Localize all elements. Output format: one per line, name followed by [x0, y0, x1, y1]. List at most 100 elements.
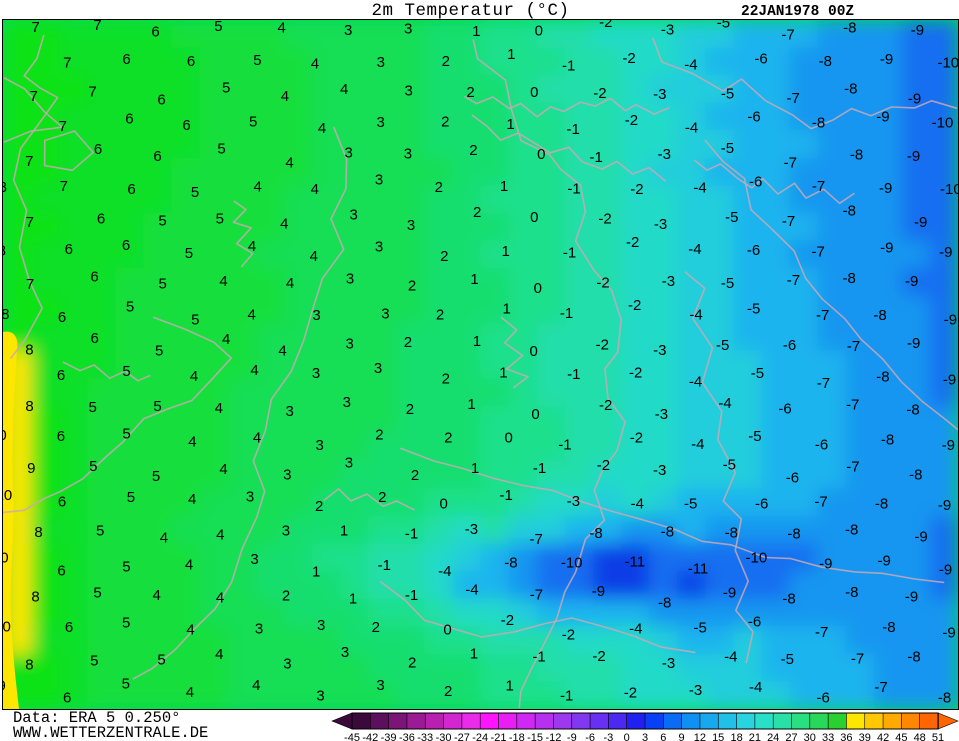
svg-text:-3: -3	[654, 216, 667, 233]
svg-text:5: 5	[96, 523, 104, 540]
svg-text:6: 6	[97, 210, 105, 227]
svg-text:-8: -8	[782, 591, 795, 608]
svg-text:-9: -9	[939, 244, 952, 261]
svg-text:-8: -8	[787, 525, 800, 542]
svg-text:-2: -2	[599, 397, 612, 414]
svg-text:-18: -18	[509, 732, 525, 741]
svg-text:-3: -3	[653, 342, 666, 359]
svg-text:-7: -7	[874, 679, 887, 696]
svg-text:-24: -24	[472, 732, 488, 741]
svg-text:10: 10	[3, 618, 11, 635]
svg-text:-2: -2	[630, 181, 643, 198]
svg-text:7: 7	[31, 20, 39, 36]
svg-text:-7: -7	[815, 624, 828, 641]
svg-text:-2: -2	[593, 85, 606, 102]
svg-text:3: 3	[246, 489, 254, 506]
svg-text:-4: -4	[438, 563, 451, 580]
svg-text:-2: -2	[596, 274, 609, 291]
svg-text:-3: -3	[689, 682, 702, 699]
svg-text:-6: -6	[815, 436, 828, 453]
svg-text:2: 2	[442, 53, 450, 70]
svg-text:2: 2	[466, 84, 474, 101]
svg-text:-2: -2	[598, 211, 611, 228]
svg-text:5: 5	[93, 584, 101, 601]
svg-text:-2: -2	[562, 626, 575, 643]
svg-text:-7: -7	[812, 178, 825, 195]
svg-text:3: 3	[407, 217, 415, 234]
svg-text:-39: -39	[381, 732, 397, 741]
svg-text:-5: -5	[781, 651, 794, 668]
svg-text:-1: -1	[533, 460, 546, 477]
svg-text:3: 3	[346, 271, 354, 288]
svg-text:-15: -15	[527, 732, 543, 741]
svg-text:1: 1	[349, 591, 357, 608]
svg-text:-8: -8	[845, 521, 858, 538]
svg-text:3: 3	[312, 365, 320, 382]
svg-text:-2: -2	[622, 50, 635, 67]
svg-text:-5: -5	[723, 457, 736, 474]
svg-text:-8: -8	[873, 307, 886, 324]
svg-text:-7: -7	[787, 272, 800, 289]
svg-text:5: 5	[217, 141, 225, 158]
svg-text:8: 8	[34, 524, 42, 541]
svg-text:3: 3	[346, 336, 354, 353]
svg-text:1: 1	[312, 564, 320, 581]
svg-text:51: 51	[932, 732, 944, 741]
svg-text:4: 4	[318, 120, 326, 137]
svg-text:-45: -45	[344, 732, 360, 741]
svg-text:4: 4	[153, 587, 161, 604]
svg-text:-4: -4	[629, 621, 642, 638]
svg-text:4: 4	[188, 433, 196, 450]
svg-text:-1: -1	[562, 58, 575, 75]
svg-text:-5: -5	[684, 496, 697, 513]
svg-text:-1: -1	[405, 526, 418, 543]
svg-text:9: 9	[27, 460, 35, 477]
svg-text:-6: -6	[786, 469, 799, 486]
svg-text:-6: -6	[755, 496, 768, 513]
svg-text:-1: -1	[532, 649, 545, 666]
svg-text:-6: -6	[747, 109, 760, 126]
svg-text:42: 42	[877, 732, 889, 741]
svg-text:-5: -5	[725, 209, 738, 226]
svg-text:4: 4	[219, 461, 227, 478]
svg-text:-5: -5	[716, 337, 729, 354]
svg-text:-2: -2	[592, 648, 605, 665]
svg-text:5: 5	[191, 312, 199, 329]
svg-text:-9: -9	[942, 437, 955, 454]
svg-text:5: 5	[155, 343, 163, 360]
svg-text:5: 5	[90, 653, 98, 670]
svg-text:2: 2	[441, 114, 449, 131]
svg-text:4: 4	[311, 181, 319, 198]
svg-text:4: 4	[278, 20, 286, 36]
svg-text:-4: -4	[465, 581, 478, 598]
svg-text:2: 2	[408, 277, 416, 294]
svg-text:-12: -12	[545, 732, 561, 741]
svg-text:8: 8	[3, 179, 7, 196]
svg-text:3: 3	[404, 146, 412, 163]
svg-text:-9: -9	[905, 588, 918, 605]
svg-text:4: 4	[219, 273, 227, 290]
svg-text:1: 1	[507, 46, 515, 63]
svg-text:-7: -7	[787, 90, 800, 107]
svg-text:-2: -2	[628, 297, 641, 314]
svg-text:4: 4	[281, 88, 289, 105]
svg-text:-8: -8	[882, 619, 895, 636]
svg-text:4: 4	[340, 81, 348, 98]
svg-text:3: 3	[344, 22, 352, 39]
svg-text:7: 7	[88, 84, 96, 101]
svg-text:-3: -3	[662, 273, 675, 290]
svg-text:6: 6	[151, 24, 159, 41]
svg-text:0: 0	[530, 343, 538, 360]
svg-text:-9: -9	[907, 148, 920, 165]
svg-text:3: 3	[316, 437, 324, 454]
svg-text:-4: -4	[693, 180, 706, 197]
svg-text:6: 6	[660, 732, 666, 741]
svg-text:-6: -6	[754, 51, 767, 68]
svg-text:-4: -4	[724, 648, 737, 665]
svg-text:5: 5	[89, 458, 97, 475]
svg-text:-9: -9	[911, 22, 924, 39]
svg-text:1: 1	[467, 396, 475, 413]
svg-text:0: 0	[440, 496, 448, 513]
svg-text:3: 3	[255, 621, 263, 638]
svg-text:3: 3	[283, 466, 291, 483]
